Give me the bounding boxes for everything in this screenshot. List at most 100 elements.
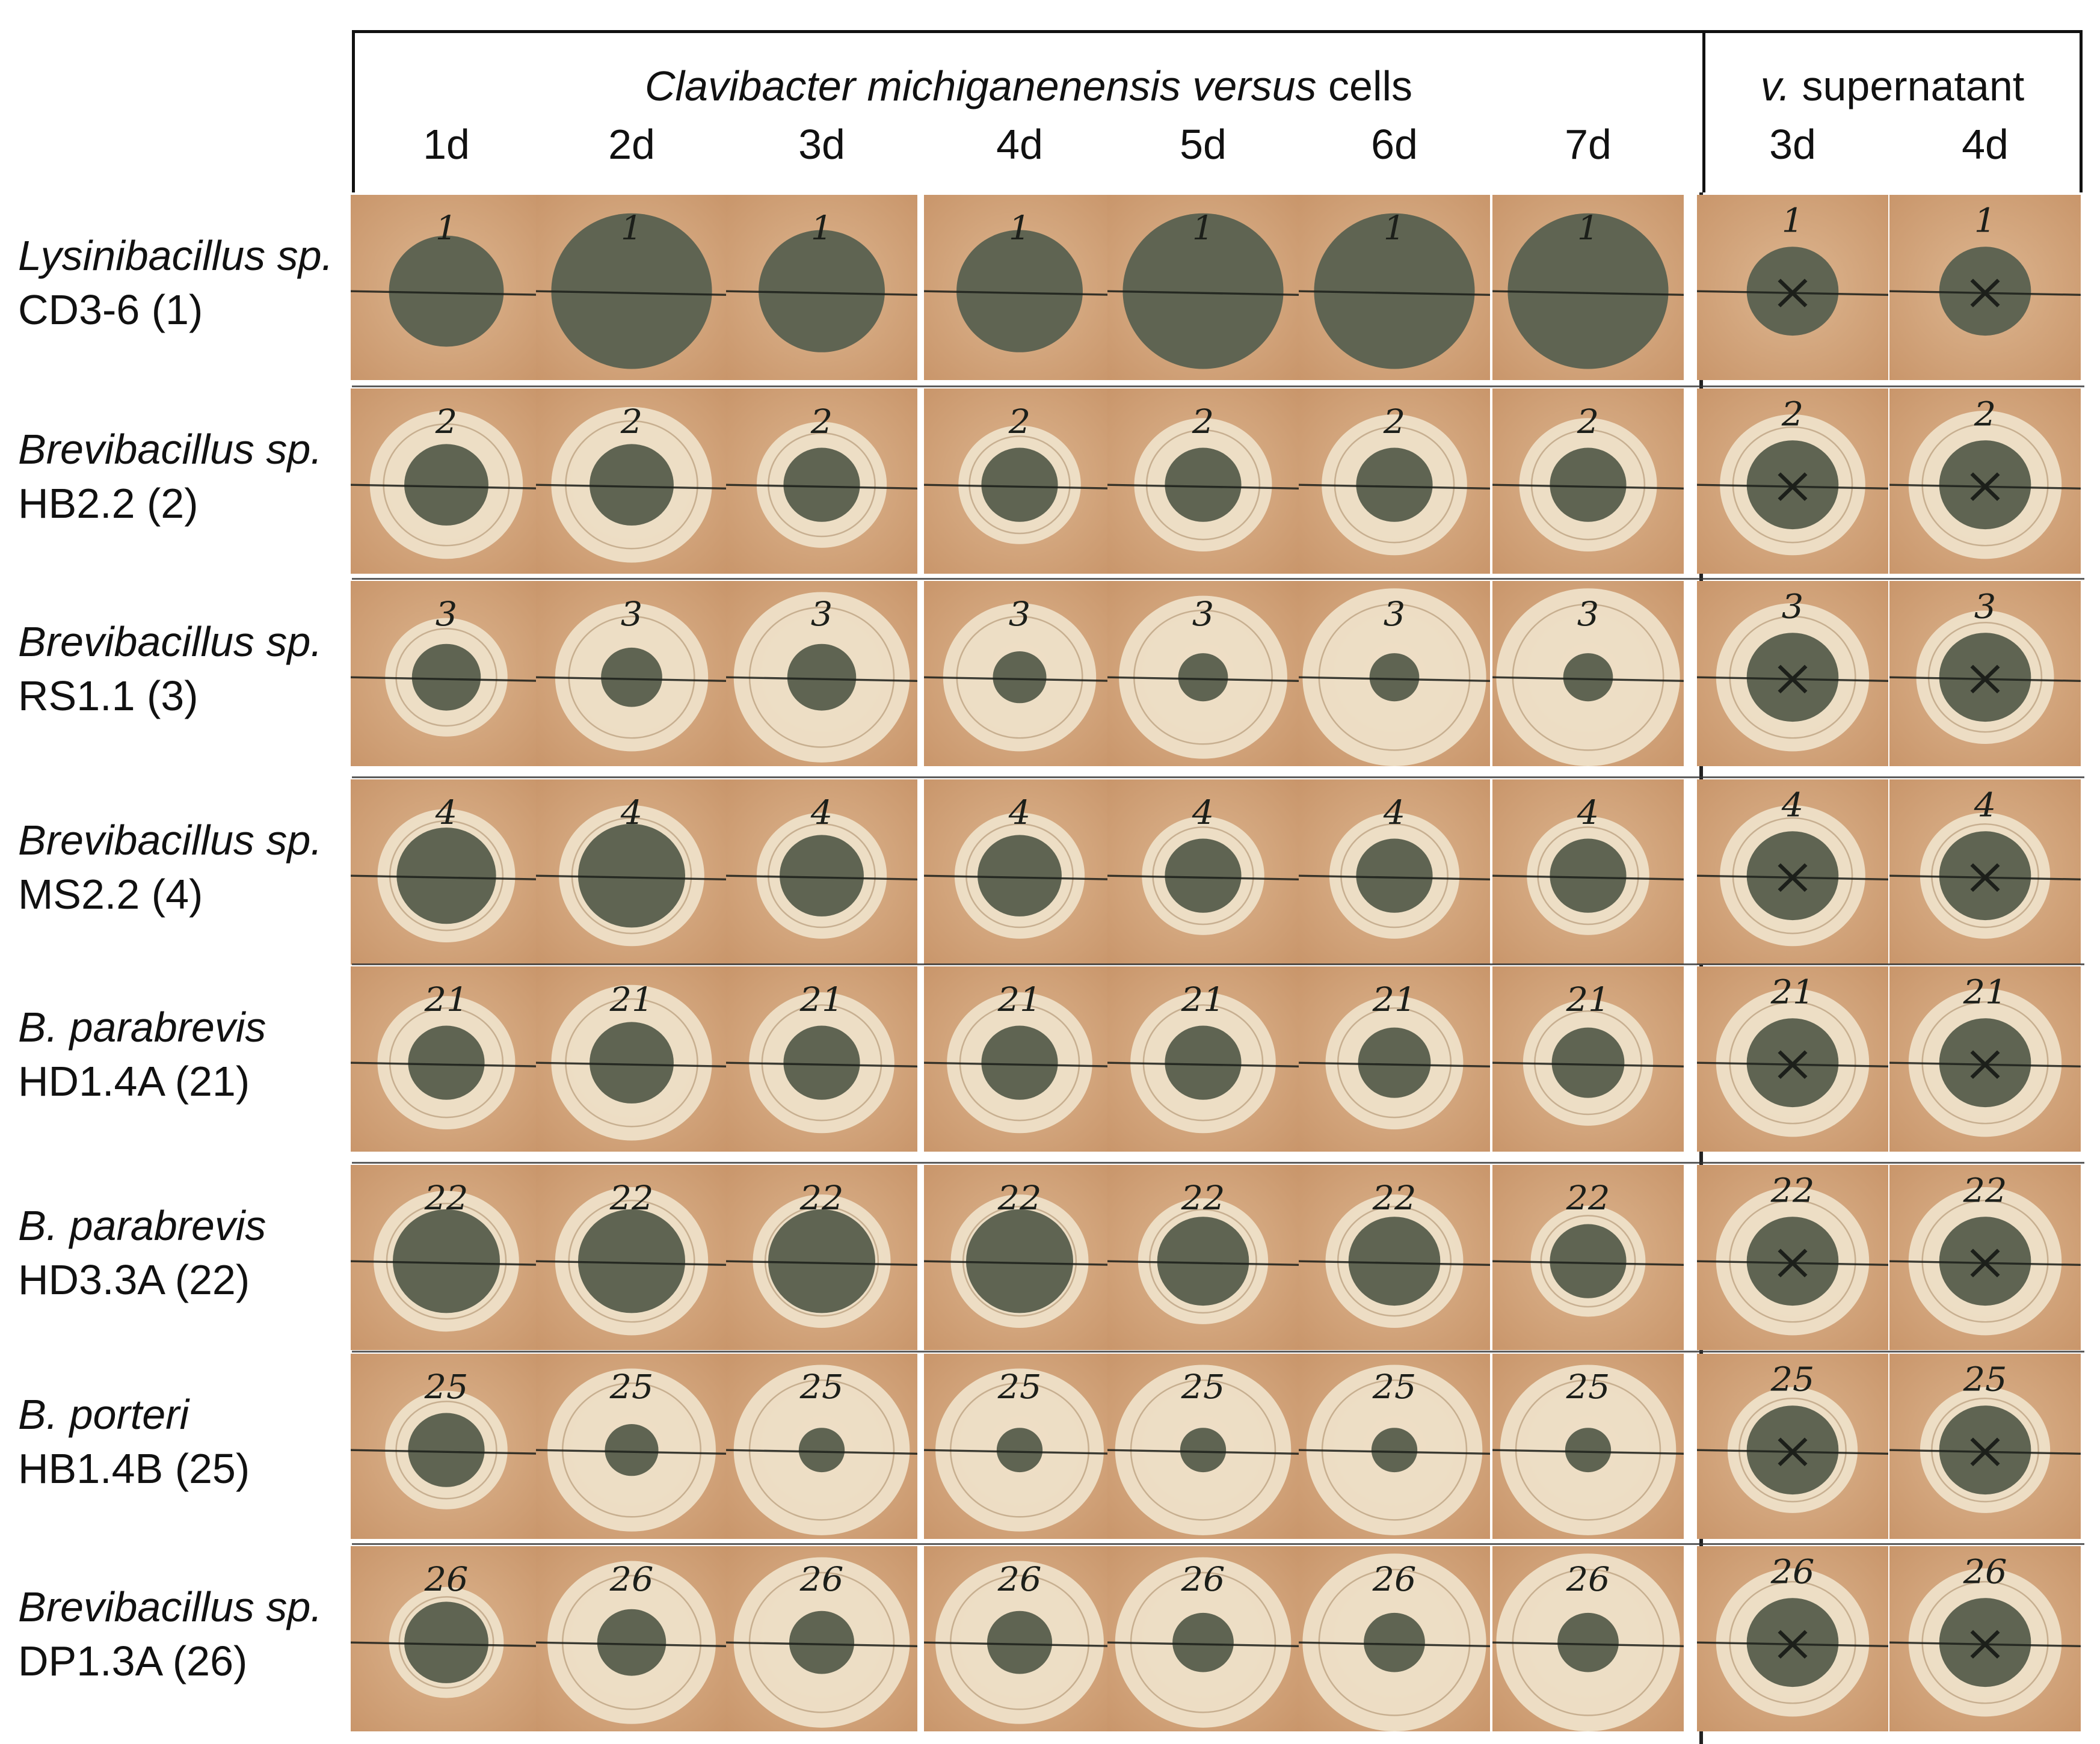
plate-image: 22	[726, 1165, 917, 1350]
plate-image: 3	[1299, 581, 1490, 766]
svg-text:26: 26	[1372, 1561, 1417, 1599]
colony	[404, 444, 488, 526]
svg-text:3: 3	[621, 595, 642, 634]
row-genus: B. parabrevis	[18, 1004, 266, 1051]
cell-plate-tile: 22	[1492, 1165, 1684, 1350]
plate-image: 2	[1697, 388, 1888, 574]
plate-image: 1	[726, 195, 917, 380]
svg-text:4: 4	[1008, 794, 1030, 832]
colony	[783, 1025, 860, 1100]
plate-image: 1	[1492, 195, 1684, 380]
colony	[993, 651, 1047, 704]
cell-plate-tile: 25	[1492, 1354, 1684, 1539]
svg-text:4: 4	[1192, 794, 1214, 832]
colony	[1565, 1428, 1612, 1473]
svg-text:2: 2	[1974, 395, 1996, 434]
supernatant-plate-tile: 1	[1697, 195, 1888, 380]
row-label: B. parabrevis HD1.4A (21)	[18, 1000, 355, 1108]
cell-plate-tile: 1	[351, 195, 542, 380]
plate-image: 2	[1107, 388, 1299, 574]
cell-plate-tile: 1	[924, 195, 1115, 380]
cell-plate-tile: 25	[726, 1354, 917, 1539]
cell-plate-tile: 26	[536, 1546, 727, 1731]
cell-plate-tile: 1	[1107, 195, 1299, 380]
row-label: B. parabrevis HD3.3A (22)	[18, 1199, 355, 1307]
colony	[597, 1609, 667, 1676]
cell-plate-tile: 22	[351, 1165, 542, 1350]
colony	[1356, 447, 1433, 522]
cell-plate-tile: 4	[726, 779, 917, 965]
cell-plate-tile: 1	[726, 195, 917, 380]
colony	[577, 1209, 686, 1313]
plate-image: 21	[1697, 966, 1888, 1152]
svg-text:1: 1	[811, 209, 833, 248]
svg-text:3: 3	[1577, 595, 1599, 634]
plate-image: 2	[536, 388, 727, 574]
colony	[1165, 838, 1242, 913]
svg-text:3: 3	[1192, 595, 1214, 634]
colony	[1178, 653, 1228, 702]
plate-image: 21	[1889, 966, 2081, 1152]
supernatant-day-label: 4d	[1962, 121, 2009, 168]
svg-text:3: 3	[1974, 588, 1996, 626]
plate-image: 3	[536, 581, 727, 766]
svg-text:4: 4	[620, 794, 642, 832]
cell-plate-tile: 22	[1107, 1165, 1299, 1350]
plate-image: 22	[924, 1165, 1115, 1350]
cell-plate-tile: 21	[1492, 966, 1684, 1152]
colony	[408, 1025, 485, 1100]
plate-image: 22	[1492, 1165, 1684, 1350]
supernatant-plate-tile: 2	[1697, 388, 1888, 574]
svg-text:3: 3	[436, 595, 457, 634]
svg-text:2: 2	[1577, 403, 1599, 441]
plate-image: 2	[726, 388, 917, 574]
colony	[1180, 1428, 1227, 1473]
colony	[605, 1424, 659, 1476]
row-genus: Brevibacillus sp.	[18, 817, 322, 864]
colony	[396, 827, 496, 924]
cell-plate-tile: 2	[924, 388, 1115, 574]
svg-text:26: 26	[1963, 1553, 2007, 1591]
plate-image: 26	[924, 1546, 1115, 1731]
row-strain: RS1.1 (3)	[18, 672, 199, 719]
row-genus: B. porteri	[18, 1391, 189, 1438]
colony	[1165, 1025, 1242, 1100]
cell-plate-tile: 3	[924, 581, 1115, 766]
plate-image: 3	[351, 581, 542, 766]
plate-image: 3	[1697, 581, 1888, 766]
supernatant-plate-tile: 4	[1889, 779, 2081, 965]
plate-image: 21	[536, 966, 727, 1152]
colony	[408, 1413, 485, 1487]
svg-text:26: 26	[1181, 1561, 1225, 1599]
svg-text:22: 22	[1181, 1179, 1225, 1218]
plate-image: 4	[1492, 779, 1684, 965]
cell-plate-tile: 3	[1107, 581, 1299, 766]
plate-image: 25	[726, 1354, 917, 1539]
colony	[551, 213, 712, 369]
cell-plate-tile: 26	[1299, 1546, 1490, 1731]
svg-text:2: 2	[1383, 403, 1405, 441]
colony	[1550, 1224, 1627, 1298]
svg-text:1: 1	[1974, 201, 1996, 240]
row-divider	[352, 1351, 2084, 1353]
plate-image: 21	[726, 966, 917, 1152]
plate-image: 1	[1107, 195, 1299, 380]
row-strain: CD3-6 (1)	[18, 286, 203, 333]
supernatant-plate-tile: 26	[1697, 1546, 1888, 1731]
svg-text:25: 25	[799, 1368, 844, 1407]
plate-image: 4	[1697, 779, 1888, 965]
svg-text:21: 21	[1566, 981, 1610, 1019]
cell-day-label: 4d	[996, 121, 1043, 168]
row-strain: HB1.4B (25)	[18, 1445, 250, 1492]
plate-image: 25	[1299, 1354, 1490, 1539]
cell-plate-tile: 25	[536, 1354, 727, 1539]
plate-image: 25	[1107, 1354, 1299, 1539]
cell-plate-tile: 2	[1299, 388, 1490, 574]
svg-text:2: 2	[1781, 395, 1803, 434]
plate-image: 4	[1299, 779, 1490, 965]
row-divider	[352, 385, 2084, 387]
row-genus: B. parabrevis	[18, 1202, 266, 1249]
svg-text:4: 4	[1974, 786, 1996, 824]
supernatant-header: v. supernatant	[1702, 30, 2083, 192]
cell-plate-tile: 22	[726, 1165, 917, 1350]
